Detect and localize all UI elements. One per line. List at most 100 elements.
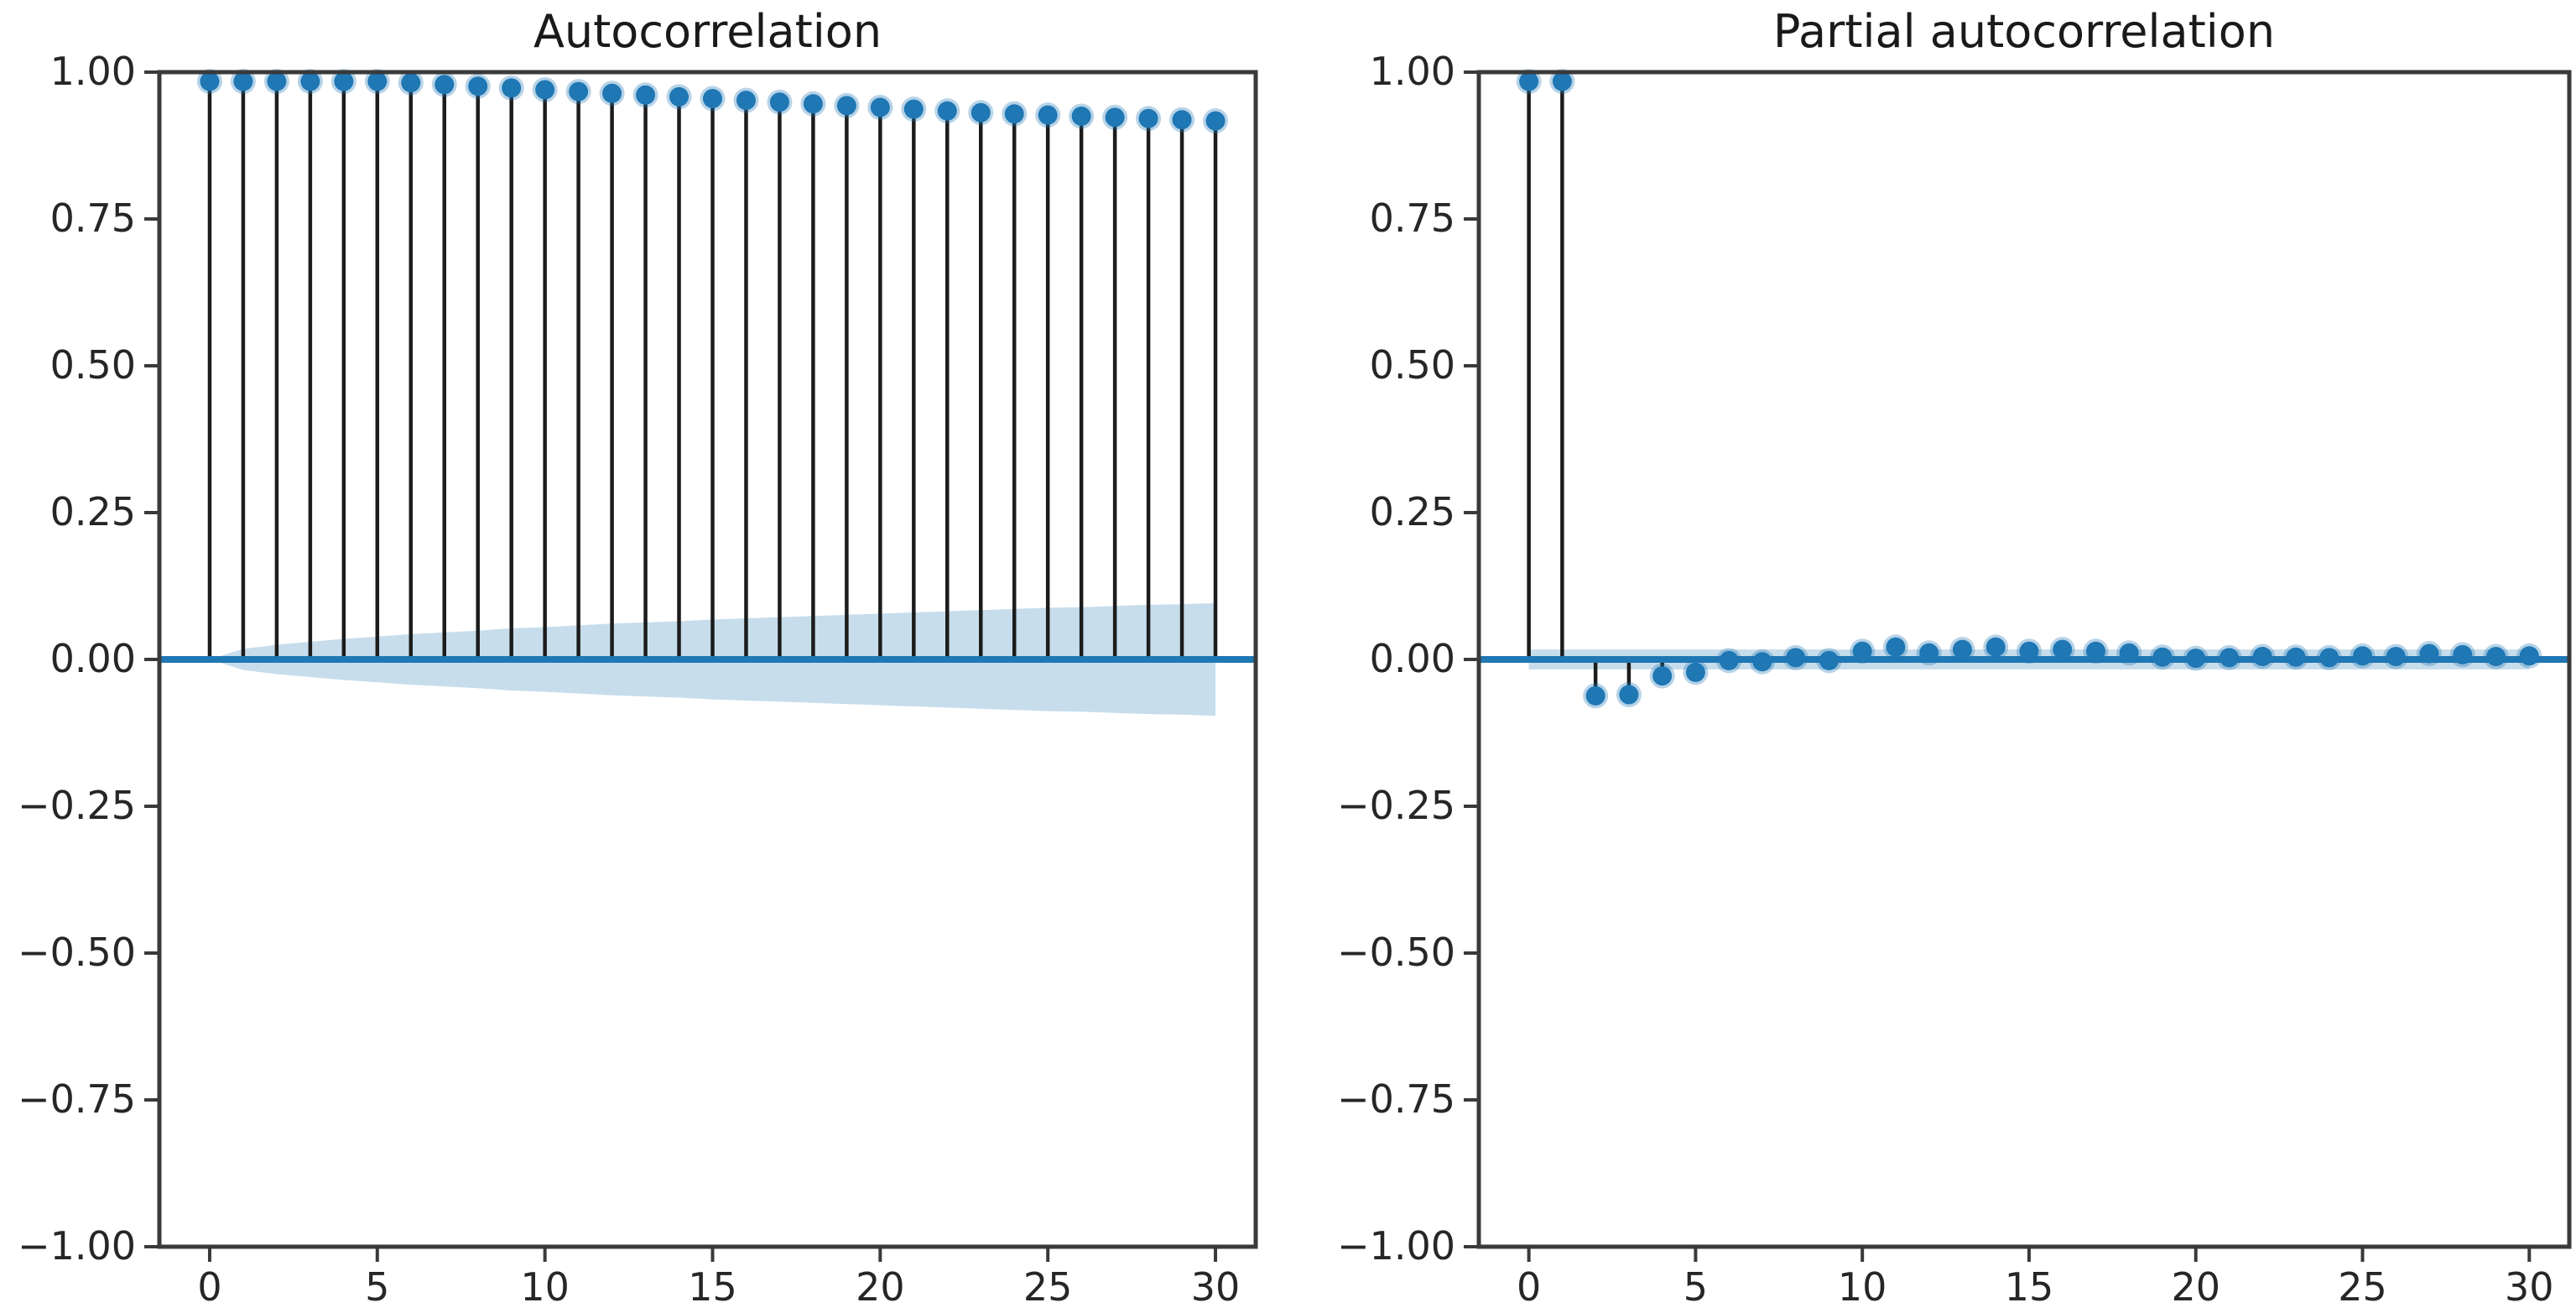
data-point	[502, 78, 522, 98]
x-tick-label: 30	[2505, 1264, 2554, 1310]
y-tick-label: −0.25	[1337, 783, 1455, 828]
data-point	[569, 81, 589, 102]
data-point	[937, 101, 957, 121]
data-point	[803, 94, 823, 114]
data-point	[2519, 646, 2539, 666]
data-point	[1172, 110, 1192, 130]
data-point	[401, 73, 421, 93]
data-point	[300, 71, 320, 91]
data-point	[1138, 108, 1158, 128]
y-tick-label: 0.75	[1370, 195, 1455, 241]
y-tick-label: −1.00	[1337, 1223, 1455, 1269]
x-tick-label: 30	[1191, 1264, 1241, 1310]
data-point	[2219, 648, 2239, 668]
y-axis: 1.00 0.75 0.50 0.25 0.00 −0.25 −0.50 −0.75 −1.00	[18, 49, 158, 1269]
data-point	[2019, 641, 2039, 661]
data-point	[669, 86, 690, 107]
y-tick-label: 0.00	[50, 636, 136, 681]
data-point	[1819, 650, 1839, 670]
data-point	[1719, 650, 1739, 670]
data-point	[1652, 666, 1673, 686]
data-point	[836, 96, 856, 116]
data-point	[1886, 637, 1906, 657]
data-point	[233, 71, 253, 91]
data-point	[2053, 639, 2073, 659]
data-point	[769, 92, 789, 112]
data-point	[200, 71, 220, 91]
data-point	[1205, 111, 1226, 131]
y-tick-label: −0.25	[18, 783, 136, 828]
data-point	[2119, 643, 2139, 663]
pacf-points	[1516, 69, 2542, 709]
data-point	[602, 83, 622, 103]
y-tick-label: −0.50	[18, 930, 136, 975]
y-tick-label: −1.00	[18, 1223, 136, 1269]
data-point	[1038, 105, 1058, 125]
data-point	[736, 91, 756, 111]
data-point	[2252, 647, 2272, 666]
x-tick-label: 10	[1838, 1264, 1887, 1310]
acf-plot: 0 5 10 15 20 25 30 1.00 0.75 0.50 0.25 0.00 −0.25 −0.…	[18, 5, 1258, 1310]
x-tick-label: 5	[1684, 1264, 1708, 1310]
plot-border	[1476, 70, 2572, 1249]
data-point	[870, 97, 890, 117]
data-point	[267, 71, 287, 91]
x-tick-label: 15	[688, 1264, 737, 1310]
data-point	[2286, 647, 2306, 667]
y-tick-label: 0.00	[1370, 636, 1455, 681]
x-axis: 0 5 10 15 20 25 30	[197, 1248, 1240, 1310]
data-point	[2319, 648, 2339, 668]
data-point	[435, 75, 455, 95]
data-point	[1585, 685, 1605, 706]
x-axis: 0 5 10 15 20 25 30	[1517, 1248, 2554, 1310]
y-tick-label: 0.25	[50, 489, 136, 534]
x-tick-label: 15	[2005, 1264, 2054, 1310]
x-tick-label: 0	[197, 1264, 221, 1310]
data-point	[1619, 685, 1639, 705]
y-tick-label: 0.50	[1370, 342, 1455, 388]
acf-stems	[207, 81, 1218, 659]
data-point	[2353, 646, 2373, 666]
acf-title: Autocorrelation	[533, 5, 882, 58]
y-tick-label: 1.00	[50, 49, 136, 94]
data-point	[702, 89, 722, 108]
data-point	[2486, 647, 2506, 666]
data-point	[367, 71, 388, 91]
data-point	[636, 85, 656, 105]
y-tick-label: −0.75	[1337, 1076, 1455, 1122]
x-tick-label: 0	[1517, 1264, 1541, 1310]
data-point	[1071, 107, 1091, 126]
pacf-title: Partial autocorrelation	[1773, 5, 2275, 58]
x-tick-label: 25	[2338, 1264, 2387, 1310]
data-point	[971, 102, 991, 122]
y-tick-label: −0.50	[1337, 930, 1455, 975]
data-point	[2386, 647, 2406, 666]
x-tick-label: 10	[520, 1264, 570, 1310]
x-tick-label: 25	[1023, 1264, 1073, 1310]
data-point	[903, 99, 924, 119]
data-point	[1004, 104, 1024, 124]
y-tick-label: 0.25	[1370, 489, 1455, 534]
y-tick-label: 0.75	[50, 195, 136, 241]
data-point	[2085, 641, 2105, 661]
data-point	[1552, 71, 1572, 91]
acf-points	[196, 69, 1229, 134]
data-point	[2419, 643, 2439, 664]
data-point	[1985, 637, 2006, 657]
data-point	[1105, 107, 1125, 128]
y-tick-label: −0.75	[18, 1076, 136, 1122]
pacf-stems	[1527, 81, 2532, 696]
data-point	[1786, 648, 1806, 668]
data-point	[1685, 662, 1705, 682]
x-tick-label: 5	[365, 1264, 389, 1310]
data-point	[2152, 647, 2173, 667]
y-tick-label: 0.50	[50, 342, 136, 388]
data-point	[334, 71, 354, 91]
y-axis: 1.00 0.75 0.50 0.25 0.00 −0.25 −0.50 −0.75 −1.00	[1337, 49, 1477, 1269]
y-tick-label: 1.00	[1370, 49, 1455, 94]
x-tick-label: 20	[856, 1264, 905, 1310]
data-point	[2453, 644, 2473, 664]
data-point	[1919, 643, 1939, 663]
data-point	[1519, 71, 1539, 91]
